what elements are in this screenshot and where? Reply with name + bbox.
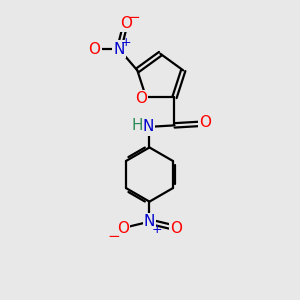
Text: O: O	[199, 115, 211, 130]
Text: −: −	[108, 229, 121, 244]
Text: O: O	[135, 92, 147, 106]
Text: N: N	[144, 214, 155, 229]
Text: −: −	[128, 10, 140, 25]
Text: +: +	[120, 36, 131, 49]
Text: +: +	[152, 223, 162, 236]
Text: O: O	[117, 221, 129, 236]
Text: O: O	[170, 221, 182, 236]
Text: N: N	[113, 42, 125, 57]
Text: O: O	[120, 16, 132, 31]
Text: O: O	[88, 42, 101, 57]
Text: N: N	[142, 119, 154, 134]
Text: H: H	[131, 118, 143, 133]
